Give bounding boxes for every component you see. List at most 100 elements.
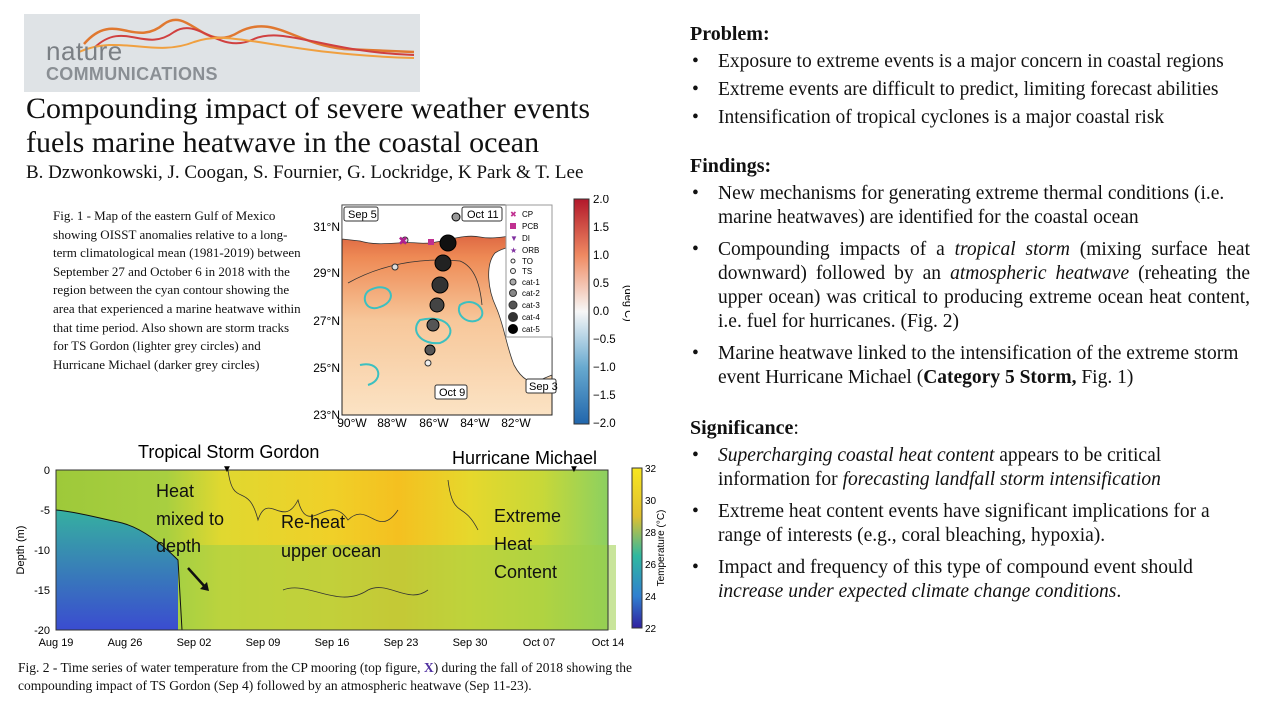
- svg-text:Sep 30: Sep 30: [453, 637, 488, 649]
- map-lon-labels: 90°W 88°W 86°W 84°W 82°W: [337, 416, 531, 430]
- svg-text:82°W: 82°W: [501, 416, 531, 430]
- svg-text:✖: ✖: [510, 210, 517, 219]
- svg-text:30: 30: [645, 496, 657, 507]
- fig2-caption: Fig. 2 - Time series of water temperatur…: [18, 659, 698, 695]
- svg-text:Aug 26: Aug 26: [108, 637, 143, 649]
- author-list: B. Dzwonkowski, J. Coogan, S. Fournier, …: [26, 162, 584, 183]
- fig2-caption-post: ) during the fall of 2018 showing the co…: [18, 660, 633, 693]
- svg-text:cat-2: cat-2: [522, 289, 540, 298]
- svg-text:25°N: 25°N: [313, 361, 340, 375]
- logo-swoosh: [78, 18, 415, 59]
- svg-text:cat-4: cat-4: [522, 313, 540, 322]
- fig2-y-label: Depth (m): [15, 526, 27, 575]
- svg-text:Heat: Heat: [156, 481, 194, 501]
- svg-text:32: 32: [645, 464, 657, 475]
- svg-text:-5: -5: [40, 505, 50, 517]
- map-colorbar-label: (deg C): [622, 285, 630, 322]
- arrow-icon: [187, 567, 207, 589]
- svg-text:Aug 19: Aug 19: [39, 637, 74, 649]
- fig2-timeseries: ▼ ▼ Tropical Storm Gordon Hurricane Mich…: [8, 440, 668, 662]
- map-legend: ✖ CP PCB ▼ DI ★ ORB TO TS cat-1 cat-2 cat-3…: [505, 204, 553, 338]
- svg-text:−1.5: −1.5: [593, 390, 616, 402]
- logo-communications-text: COMMUNICATIONS: [46, 64, 218, 84]
- fig2-caption-pre: Fig. 2 - Time series of water temperatur…: [18, 660, 424, 675]
- svg-text:1.5: 1.5: [593, 222, 609, 234]
- list-item: Marine heatwave linked to the intensific…: [690, 342, 1250, 390]
- fig2-cbar-label: Temperature (°C): [656, 510, 667, 587]
- svg-text:0: 0: [44, 465, 50, 477]
- svg-text:Sep 23: Sep 23: [384, 637, 419, 649]
- fig1-map: ✖ Sep 5 Oct 11 Oct 9 Sep 3 ✖ CP PCB ▼ DI ★…: [300, 194, 634, 435]
- svg-text:Sep 5: Sep 5: [348, 209, 377, 221]
- list-item: Impact and frequency of this type of com…: [690, 556, 1250, 604]
- map-lat-labels: 31°N 29°N 27°N 25°N 23°N: [313, 220, 340, 422]
- svg-text:Sep 3: Sep 3: [529, 381, 558, 393]
- problem-section: Problem: Exposure to extreme events is a…: [690, 22, 1250, 130]
- problem-heading: Problem:: [690, 23, 770, 45]
- svg-text:88°W: 88°W: [377, 416, 407, 430]
- fig2-y-ticks: 0 -5 -10 -15 -20: [34, 465, 50, 637]
- gordon-marker: ▼: [222, 464, 232, 475]
- storm-track-michael: [424, 212, 461, 356]
- logo-nature-text: nature: [46, 36, 123, 66]
- fig1-caption: Fig. 1 - Map of the eastern Gulf of Mexi…: [53, 208, 301, 372]
- michael-marker: ▼: [569, 464, 579, 475]
- svg-text:26: 26: [645, 560, 657, 571]
- svg-text:24: 24: [645, 592, 657, 603]
- svg-text:Re-heat: Re-heat: [281, 512, 345, 532]
- svg-text:cat-3: cat-3: [522, 301, 540, 310]
- map-svg: ✖ Sep 5 Oct 11 Oct 9 Sep 3 ✖ CP PCB ▼ DI ★…: [313, 194, 634, 430]
- significance-heading: Significance:: [690, 417, 799, 439]
- poster-title: Compounding impact of severe weather eve…: [26, 92, 590, 159]
- svg-text:depth: depth: [156, 536, 201, 556]
- svg-text:22: 22: [645, 624, 657, 635]
- fig2-cbar-ticks: 32 30 28 26 24 22: [645, 464, 657, 635]
- svg-text:27°N: 27°N: [313, 314, 340, 328]
- summary-column: Problem: Exposure to extreme events is a…: [690, 22, 1250, 604]
- fig2-x-ticks: Aug 19 Aug 26 Sep 02 Sep 09 Sep 16 Sep 2…: [39, 637, 625, 649]
- fig2-colorbar: [631, 467, 643, 629]
- svg-text:86°W: 86°W: [419, 416, 449, 430]
- svg-text:▼: ▼: [510, 234, 518, 243]
- svg-text:1.0: 1.0: [593, 250, 609, 262]
- svg-text:29°N: 29°N: [313, 266, 340, 280]
- fig2-annotations: Heat mixed to depth Re-heat upper ocean …: [156, 481, 561, 582]
- svg-text:Sep 09: Sep 09: [246, 637, 281, 649]
- svg-text:Hurricane Michael: Hurricane Michael: [452, 448, 597, 468]
- map-date-labels: Sep 5 Oct 11 Oct 9 Sep 3: [343, 206, 558, 400]
- journal-logo: nature COMMUNICATIONS: [24, 14, 420, 92]
- svg-text:−1.0: −1.0: [593, 362, 616, 374]
- svg-text:mixed to: mixed to: [156, 509, 224, 529]
- list-item: Extreme heat content events have signifi…: [690, 500, 1250, 548]
- svg-text:PCB: PCB: [522, 222, 538, 231]
- svg-text:cat-1: cat-1: [522, 278, 540, 287]
- svg-text:Oct 9: Oct 9: [439, 387, 465, 399]
- svg-text:TO: TO: [522, 257, 533, 266]
- svg-text:28: 28: [645, 528, 657, 539]
- list-item: Exposure to extreme events is a major co…: [690, 50, 1250, 74]
- list-item: Supercharging coastal heat content appea…: [690, 444, 1250, 492]
- svg-text:Heat: Heat: [494, 534, 532, 554]
- map-colorbar-ticks: 2.0 1.5 1.0 0.5 0.0 −0.5 −1.0 −1.5 −2.0: [593, 194, 616, 430]
- svg-text:90°W: 90°W: [337, 416, 367, 430]
- svg-text:✖: ✖: [398, 234, 408, 248]
- list-item: Intensification of tropical cyclones is …: [690, 106, 1250, 130]
- svg-text:−0.5: −0.5: [593, 334, 616, 346]
- svg-text:Extreme: Extreme: [494, 506, 561, 526]
- findings-section: Findings: New mechanisms for generating …: [690, 154, 1250, 390]
- svg-text:23°N: 23°N: [313, 408, 340, 422]
- svg-text:31°N: 31°N: [313, 220, 340, 234]
- fig2-svg: ▼ ▼ Tropical Storm Gordon Hurricane Mich…: [15, 442, 667, 649]
- svg-text:-15: -15: [34, 585, 50, 597]
- svg-text:upper ocean: upper ocean: [281, 541, 381, 561]
- svg-text:Tropical Storm Gordon: Tropical Storm Gordon: [138, 442, 319, 462]
- significance-section: Significance: Supercharging coastal heat…: [690, 416, 1250, 604]
- svg-text:cat-5: cat-5: [522, 325, 540, 334]
- svg-text:Oct 07: Oct 07: [523, 637, 555, 649]
- svg-text:TS: TS: [522, 267, 532, 276]
- svg-text:CP: CP: [522, 210, 533, 219]
- mooring-marker-icon: X: [423, 660, 434, 675]
- svg-text:DI: DI: [522, 234, 530, 243]
- svg-text:0.5: 0.5: [593, 278, 609, 290]
- svg-text:−2.0: −2.0: [593, 418, 616, 430]
